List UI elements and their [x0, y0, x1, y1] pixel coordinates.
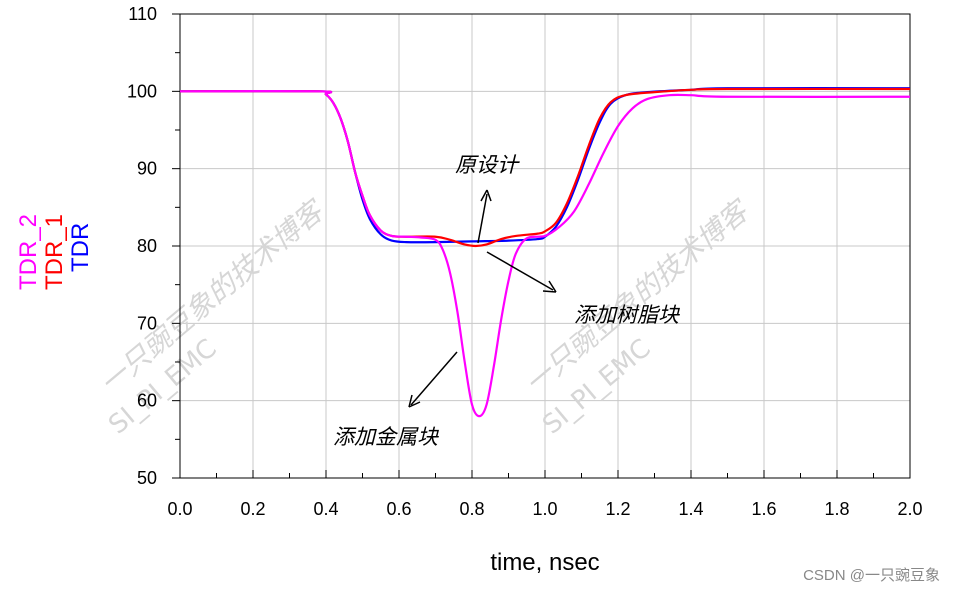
- arrowhead-original-design: [480, 189, 492, 202]
- series-line-tdr-2: [179, 90, 911, 418]
- credit-text: CSDN @一只豌豆象: [803, 567, 940, 584]
- arrow-metal-block: [410, 351, 458, 406]
- annotation-metal-block: 添加金属块: [333, 425, 440, 449]
- y-legend: TDR_2 TDR_1 TDR: [15, 214, 94, 290]
- plot-frame: [179, 13, 911, 479]
- series-group: [179, 87, 911, 418]
- x-tick-label-6: 1.2: [605, 499, 630, 519]
- arrowhead-resin-block: [542, 280, 557, 293]
- annotations: 原设计 添加树脂块 添加金属块: [333, 153, 681, 449]
- x-tick-label-5: 1.0: [532, 499, 557, 519]
- x-tick-label-8: 1.6: [751, 499, 776, 519]
- legend-tdr2: TDR_2: [15, 214, 42, 290]
- y-tick-label-4: 90: [137, 159, 157, 179]
- legend-tdr: TDR: [67, 223, 94, 272]
- arrow-resin-block: [486, 251, 554, 291]
- legend-tdr1: TDR_1: [41, 214, 68, 290]
- annotation-original-design: 原设计: [455, 153, 520, 177]
- x-axis-label: time, nsec: [490, 549, 599, 576]
- axes: [172, 13, 911, 479]
- x-tick-label-9: 1.8: [824, 499, 849, 519]
- annotation-resin-block: 添加树脂块: [574, 303, 681, 327]
- y-tick-label-1: 60: [137, 391, 157, 411]
- watermark-text-1: 一只豌豆象的技术博客: [93, 193, 332, 401]
- y-tick-label-3: 80: [137, 236, 157, 256]
- x-tick-label-10: 2.0: [897, 499, 922, 519]
- y-tick-label-2: 70: [137, 313, 157, 333]
- tick-labels: 0.0 0.2 0.4 0.6 0.8 1.0 1.2 1.4 1.6 1.8 2.0 50 60 70 8…: [127, 4, 923, 519]
- x-tick-label-4: 0.8: [459, 499, 484, 519]
- x-tick-label-3: 0.6: [386, 499, 411, 519]
- arrowhead-metal-block: [408, 394, 421, 408]
- y-tick-label-6: 110: [128, 4, 157, 24]
- x-tick-label-2: 0.4: [313, 499, 338, 519]
- arrow-original-design: [477, 193, 488, 244]
- y-tick-label-5: 100: [127, 81, 157, 101]
- y-tick-label-0: 50: [137, 468, 157, 488]
- x-tick-label-1: 0.2: [240, 499, 265, 519]
- x-tick-label-7: 1.4: [678, 499, 703, 519]
- x-tick-label-0: 0.0: [167, 499, 192, 519]
